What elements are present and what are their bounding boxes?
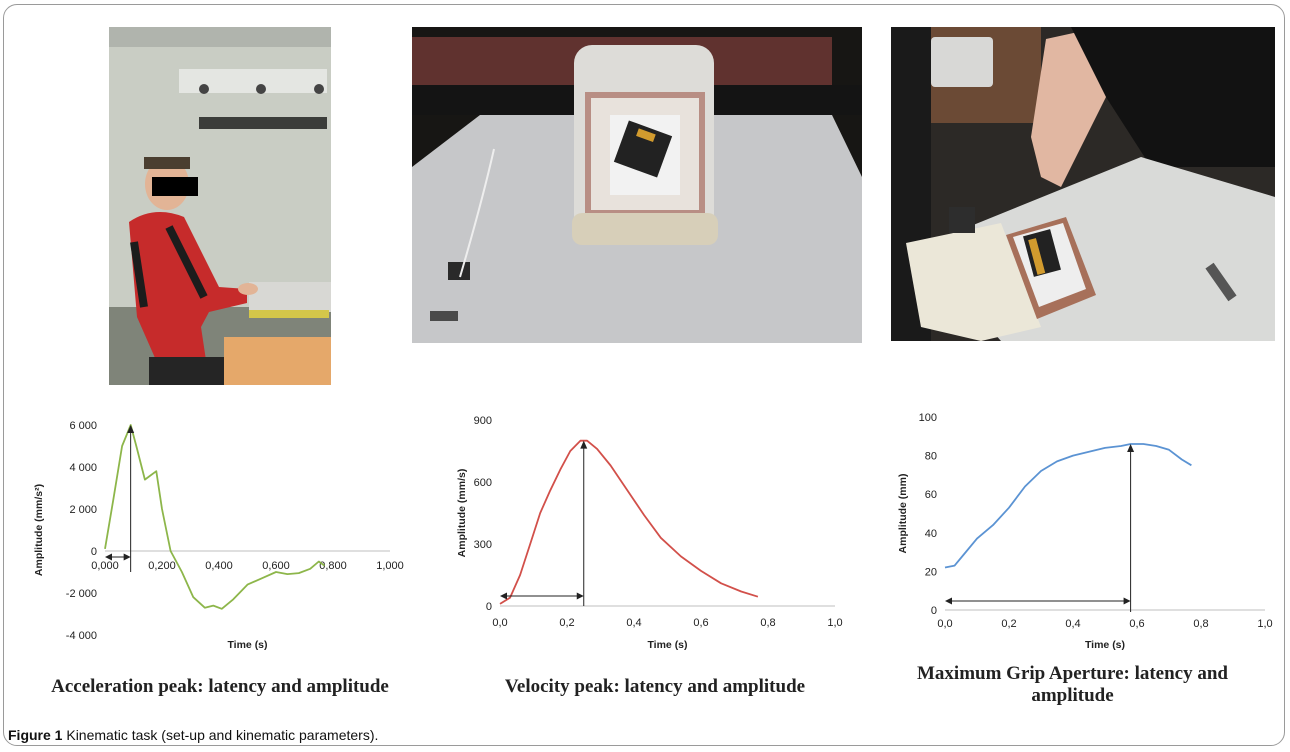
y-tick-label: 4 000 <box>69 462 97 474</box>
x-tick-label: 0,2 <box>559 617 574 629</box>
x-tick-label: 1,0 <box>827 617 842 629</box>
latency-arrowhead-right <box>123 553 131 561</box>
participant-seated-photo <box>109 27 331 385</box>
y-tick-label: 80 <box>925 451 937 463</box>
latency-arrowhead-left <box>945 597 952 605</box>
x-tick-label: 0,400 <box>205 560 233 572</box>
y-tick-label: -4 000 <box>66 630 97 642</box>
y-tick-label: 0 <box>486 601 492 613</box>
figure-caption: Figure 1 Kinematic task (set-up and kine… <box>8 727 378 743</box>
figure-caption-text: Kinematic task (set-up and kinematic par… <box>66 727 379 743</box>
x-tick-label: 0,6 <box>1129 618 1144 630</box>
x-tick-label: 0,8 <box>1193 618 1208 630</box>
y-tick-label: 2 000 <box>69 504 97 516</box>
series-line <box>499 439 759 605</box>
workspace-overhead-photo <box>412 27 862 343</box>
x-tick-label: 0,0 <box>492 617 507 629</box>
y-axis-label: Amplitude (mm/s) <box>456 469 468 558</box>
y-tick-label: 600 <box>474 477 492 489</box>
amplitude-arrowhead <box>127 425 135 433</box>
grip-aperture-chart: 100 80 60 40 20 0 0,0 0,2 0,4 0,6 0,8 1,0 Time (s) Am… <box>890 405 1285 660</box>
x-tick-label: 0,4 <box>1065 618 1080 630</box>
x-tick-label: 0,8 <box>760 617 775 629</box>
y-tick-label: 60 <box>925 489 937 501</box>
y-tick-label: 300 <box>474 539 492 551</box>
y-axis-label: Amplitude (mm/s²) <box>33 484 45 576</box>
y-tick-label: 0 <box>931 605 937 617</box>
x-tick-label: 0,000 <box>91 560 119 572</box>
series-line <box>944 443 1192 569</box>
y-axis-label: Amplitude (mm) <box>897 474 909 554</box>
grasping-hand-photo <box>891 27 1275 341</box>
x-tick-label: 1,0 <box>1257 618 1272 630</box>
x-tick-label: 0,2 <box>1001 618 1016 630</box>
amplitude-arrowhead <box>1127 444 1135 453</box>
y-tick-label: 0 <box>91 546 97 558</box>
x-tick-label: 0,600 <box>262 560 290 572</box>
figure-label: Figure 1 <box>8 727 63 743</box>
y-tick-label: 900 <box>474 415 492 427</box>
x-axis-label: Time (s) <box>227 639 267 651</box>
x-axis-label: Time (s) <box>1085 639 1125 651</box>
x-tick-label: 1,000 <box>376 560 404 572</box>
y-tick-label: -2 000 <box>66 588 97 600</box>
velocity-caption: Velocity peak: latency and amplitude <box>504 676 806 697</box>
latency-arrowhead-right <box>576 592 584 600</box>
y-tick-label: 20 <box>925 566 937 578</box>
figure-frame <box>3 4 1285 746</box>
x-axis-label: Time (s) <box>647 639 687 651</box>
amplitude-arrowhead <box>580 440 588 449</box>
latency-arrowhead-left <box>105 553 112 561</box>
grip-aperture-caption: Maximum Grip Aperture: latency and ampli… <box>916 663 1228 706</box>
latency-arrowhead-left <box>500 592 507 600</box>
x-tick-label: 0,800 <box>319 560 347 572</box>
y-tick-label: 6 000 <box>69 420 97 432</box>
x-tick-label: 0,4 <box>626 617 641 629</box>
velocity-chart: 900 600 300 0 0,0 0,2 0,4 0,6 0,8 1,0 Time (s) Ampl… <box>455 410 855 665</box>
series-line <box>104 424 326 610</box>
latency-arrowhead-right <box>1123 597 1131 605</box>
acceleration-caption: Acceleration peak: latency and amplitude <box>51 676 389 697</box>
acceleration-chart: 6 000 4 000 2 000 0 -2 000 -4 000 0,000 0,200 0,… <box>30 410 410 665</box>
x-tick-label: 0,6 <box>693 617 708 629</box>
x-tick-label: 0,0 <box>937 618 952 630</box>
y-tick-label: 40 <box>925 528 937 540</box>
y-tick-label: 100 <box>919 412 937 424</box>
x-tick-label: 0,200 <box>148 560 176 572</box>
